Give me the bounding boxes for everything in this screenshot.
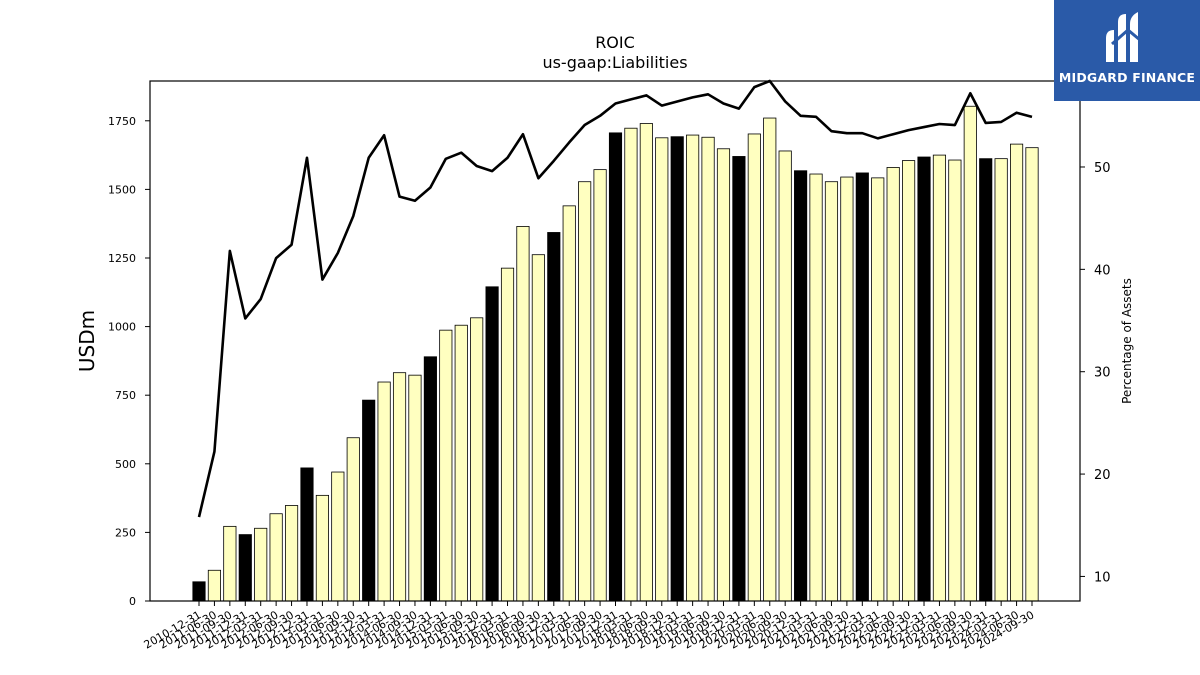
- bar: [655, 137, 669, 602]
- bar: [701, 136, 715, 602]
- bar: [809, 173, 823, 602]
- bar: [470, 317, 484, 602]
- bar: [932, 154, 947, 602]
- bar: [223, 525, 237, 602]
- left-axis-ticks: 0 250 500 750 1000 1250 1500 1750: [108, 115, 150, 608]
- bar: [531, 254, 545, 602]
- logo-mark-icon: [1106, 12, 1141, 62]
- bar: [763, 117, 777, 602]
- bar: [377, 381, 391, 602]
- bar: [716, 148, 731, 602]
- bar: [254, 527, 268, 602]
- x-axis-ticks: 2010-12-312011-06-302011-09-302011-12-31…: [142, 601, 1037, 652]
- bar: [207, 569, 221, 602]
- y-tick-label: 250: [115, 526, 136, 539]
- y2-tick-label: 30: [1094, 366, 1111, 381]
- y-axis-label: USDm: [75, 310, 99, 372]
- bar: [578, 181, 592, 602]
- bar: [948, 159, 962, 602]
- y-tick-label: 0: [129, 595, 136, 608]
- bar: [485, 286, 499, 602]
- bar: [454, 324, 468, 602]
- y-tick-label: 1250: [108, 252, 136, 265]
- y2-axis-label: Percentage of Assets: [1120, 278, 1134, 404]
- right-axis-ticks: 10 20 30 40 50: [1080, 161, 1111, 585]
- bar: [979, 158, 993, 602]
- bar: [1010, 143, 1024, 602]
- bar: [269, 513, 283, 602]
- bar: [593, 169, 607, 602]
- bar: [747, 133, 761, 602]
- bar: [392, 372, 407, 602]
- bar: [624, 127, 638, 602]
- bar: [963, 105, 977, 602]
- bar: [284, 505, 299, 602]
- bar: [300, 467, 314, 602]
- bar: [855, 172, 869, 602]
- bar: [315, 494, 329, 602]
- y-tick-label: 1750: [108, 115, 136, 128]
- midgard-finance-logo: MIDGARD FINANCE: [1054, 0, 1200, 101]
- chart-title: ROIC: [595, 33, 635, 52]
- bar: [608, 132, 623, 602]
- bar: [346, 437, 360, 602]
- bar: [902, 160, 916, 602]
- bar: [840, 176, 854, 602]
- y2-tick-label: 20: [1094, 468, 1111, 483]
- bar: [562, 205, 576, 602]
- line-series: [197, 79, 1033, 518]
- bar: [732, 156, 746, 602]
- bar: [516, 226, 530, 602]
- bar: [871, 177, 885, 602]
- bar: [547, 232, 561, 602]
- y-tick-label: 1500: [108, 183, 136, 196]
- bar: [192, 581, 206, 602]
- bar: [824, 181, 839, 602]
- bar: [994, 158, 1008, 602]
- bar: [238, 534, 252, 602]
- bar: [886, 167, 900, 602]
- bar: [439, 329, 453, 602]
- y-tick-label: 750: [115, 389, 136, 402]
- bar: [408, 374, 422, 602]
- bar-series: [192, 105, 1039, 602]
- y-tick-label: 1000: [108, 321, 136, 334]
- y2-tick-label: 50: [1094, 161, 1111, 176]
- y2-tick-label: 10: [1094, 570, 1111, 585]
- chart-subtitle: us-gaap:Liabilities: [542, 53, 687, 72]
- logo-text: MIDGARD FINANCE: [1058, 70, 1196, 85]
- percentage-line: [197, 79, 1033, 518]
- bar: [331, 471, 345, 602]
- bar: [1025, 147, 1039, 602]
- y-tick-label: 500: [115, 458, 136, 471]
- bar: [670, 136, 684, 602]
- bar: [917, 156, 931, 602]
- bar: [423, 356, 437, 602]
- bar: [500, 267, 515, 602]
- bar: [362, 399, 376, 602]
- bar: [794, 170, 808, 602]
- bar: [778, 150, 792, 602]
- bar: [686, 134, 700, 602]
- y2-tick-label: 40: [1094, 263, 1111, 278]
- bar: [639, 123, 653, 602]
